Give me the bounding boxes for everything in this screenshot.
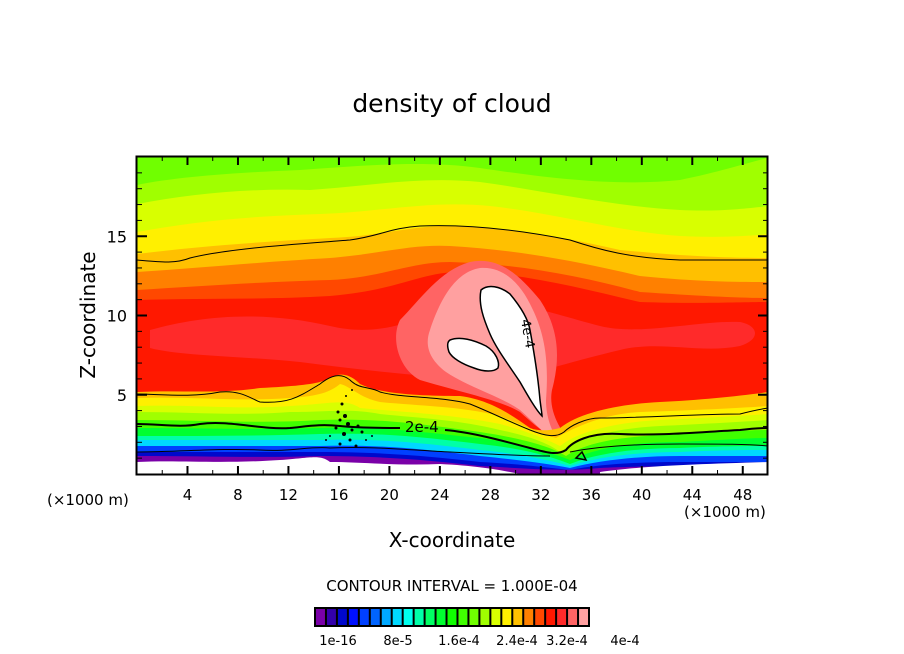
x-tick-label: 24 [430, 486, 449, 504]
band-max-core-lobe [446, 337, 500, 372]
contour-label-4e-4: 4e-4 [517, 318, 537, 349]
band-bottom-white [137, 457, 768, 474]
colorbar-swatch [414, 609, 424, 625]
colorbar-swatch [568, 609, 578, 625]
y-axis-ticks: 5 10 15 [107, 172, 768, 459]
colorbar-swatch [392, 609, 402, 625]
colorbar-swatch [403, 609, 413, 625]
x-axis-ticks: 4 8 12 16 20 24 28 32 36 40 44 48 [161, 157, 752, 504]
colorbar-tick-label: 8e-5 [383, 634, 412, 649]
x-tick-label: 40 [632, 486, 651, 504]
x-tick-label: 16 [329, 486, 348, 504]
x-tick-label: 8 [233, 486, 243, 504]
colorbar-swatch [326, 609, 336, 625]
x-tick-label: 36 [582, 486, 601, 504]
contour-line-upper [137, 225, 768, 263]
colorbar-swatch [480, 609, 490, 625]
x-tick-label: 48 [733, 486, 752, 504]
contour-label-2e-4: 2e-4 [405, 418, 439, 436]
colorbar-swatch [381, 609, 391, 625]
colorbar-swatch [557, 609, 567, 625]
contour-field [137, 157, 768, 474]
colorbar-swatch [524, 609, 534, 625]
x-axis-label: X-coordinate [389, 528, 516, 552]
y-tick-label: 15 [107, 227, 127, 246]
contour-line-2e-4 [137, 422, 768, 455]
colorbar-labels: 1e-16 8e-5 1.6e-4 2.4e-4 3.2e-4 4e-4 [319, 634, 639, 649]
colorbar-swatch [546, 609, 556, 625]
colorbar-swatch [337, 609, 347, 625]
colorbar-tick-label: 1.6e-4 [438, 634, 480, 649]
y-axis-label: Z-coordinate [76, 251, 100, 378]
colorbar [314, 607, 590, 627]
colorbar-swatch [436, 609, 446, 625]
contour-line-lower-1e-4 [137, 375, 768, 437]
colorbar-swatch [370, 609, 380, 625]
colorbar-swatch [579, 609, 588, 625]
x-tick-label: 4 [183, 486, 193, 504]
y-tick-label: 5 [117, 386, 127, 405]
contour-interval-text: CONTOUR INTERVAL = 1.000E-04 [326, 577, 577, 595]
colorbar-swatch [348, 609, 358, 625]
contour-line-bottom [137, 443, 768, 457]
colorbar-swatch [535, 609, 545, 625]
colorbar-swatch [425, 609, 435, 625]
colorbar-swatch [316, 609, 325, 625]
x-tick-label: 28 [481, 486, 500, 504]
colorbar-swatch [502, 609, 512, 625]
contour-small-triangle [574, 450, 588, 462]
x-unit-right: (×1000 m) [684, 503, 766, 521]
speckle-region [325, 389, 373, 448]
colorbar-tick-label: 1e-16 [319, 634, 357, 649]
x-tick-label: 32 [531, 486, 550, 504]
colorbar-swatch [458, 609, 468, 625]
colorbar-tick-label: 4e-4 [610, 634, 639, 649]
y-tick-label: 10 [107, 307, 127, 326]
colorbar-swatch [491, 609, 501, 625]
colorbar-swatch [359, 609, 369, 625]
colorbar-tick-label: 2.4e-4 [496, 634, 538, 649]
colorbar-swatch [447, 609, 457, 625]
colorbar-swatch [469, 609, 479, 625]
colorbar-tick-label: 3.2e-4 [546, 634, 588, 649]
x-unit-left: (×1000 m) [47, 491, 129, 509]
chart-title: density of cloud [352, 89, 551, 118]
band-max-core [479, 285, 543, 418]
x-tick-label: 20 [380, 486, 399, 504]
x-tick-label: 44 [683, 486, 702, 504]
x-tick-label: 12 [279, 486, 298, 504]
colorbar-swatch [513, 609, 523, 625]
